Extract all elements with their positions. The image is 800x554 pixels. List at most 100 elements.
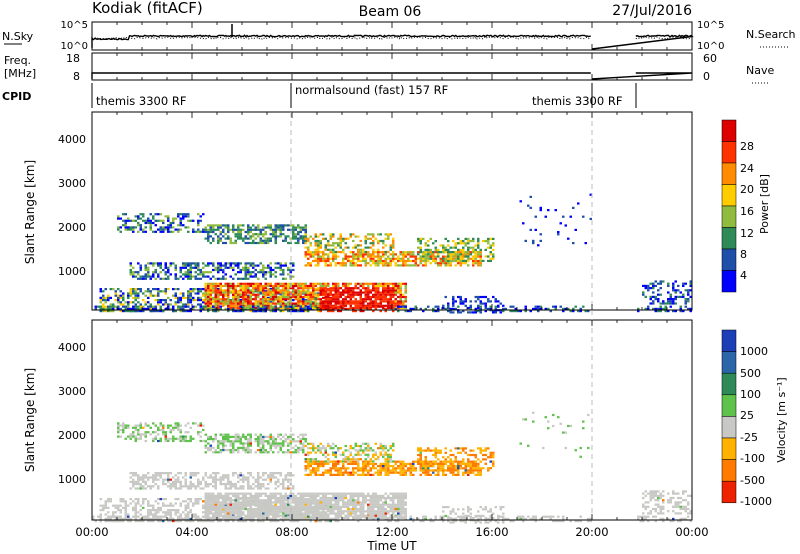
velocity-cell xyxy=(242,485,245,488)
power-cell xyxy=(202,230,205,233)
velocity-cell xyxy=(272,504,275,507)
power-cell xyxy=(167,219,170,222)
velocity-cell xyxy=(287,510,290,513)
power-cell xyxy=(382,291,385,294)
velocity-cell xyxy=(324,520,327,523)
power-cell xyxy=(374,291,377,294)
velocity-cell xyxy=(362,499,365,502)
power-cell xyxy=(359,289,362,292)
velocity-cell xyxy=(249,510,252,513)
power-cell xyxy=(467,253,470,256)
power-cell xyxy=(232,287,235,290)
power-cell xyxy=(264,307,267,310)
power-cell xyxy=(207,287,210,290)
power-cell xyxy=(489,300,492,303)
power-cell xyxy=(169,262,172,265)
power-cell xyxy=(402,300,405,303)
power-cell xyxy=(392,302,395,305)
power-cell xyxy=(142,292,145,295)
power-cell xyxy=(299,230,302,234)
velocity-cell xyxy=(339,492,342,495)
power-cell xyxy=(359,255,362,258)
velocity-cell xyxy=(167,511,170,514)
power-cell xyxy=(159,299,162,302)
power-cell xyxy=(459,302,462,305)
power-cell xyxy=(407,257,410,260)
power-cell xyxy=(202,301,205,304)
power-cell xyxy=(474,253,477,256)
power-cell xyxy=(292,264,295,267)
power-cell xyxy=(307,307,310,310)
power-cell xyxy=(479,311,482,314)
velocity-cell xyxy=(162,504,165,507)
power-cell xyxy=(387,306,390,310)
power-cell xyxy=(467,237,470,240)
power-cell xyxy=(287,268,290,272)
power-cell xyxy=(164,266,167,269)
velocity-cell xyxy=(382,510,385,513)
power-cell xyxy=(164,271,167,274)
velocity-cell xyxy=(287,485,290,488)
velocity-cell xyxy=(304,508,307,511)
velocity-cell xyxy=(102,506,105,509)
velocity-cell xyxy=(209,520,212,523)
velocity-cell xyxy=(269,476,272,479)
power-cell xyxy=(232,295,235,299)
power-cell xyxy=(192,219,195,222)
velocity-cell xyxy=(337,512,340,515)
velocity-cell xyxy=(394,494,397,497)
velocity-cell xyxy=(189,474,192,477)
power-cell xyxy=(177,230,180,233)
power-cell xyxy=(637,310,640,313)
power-cell xyxy=(387,291,390,294)
power-cell xyxy=(409,259,412,263)
power-cell xyxy=(227,287,230,290)
power-cell xyxy=(432,253,435,256)
power-cell xyxy=(182,296,185,299)
power-cell xyxy=(524,307,527,310)
velocity-cell xyxy=(192,513,195,516)
power-cell xyxy=(137,221,140,225)
power-cell xyxy=(359,310,362,313)
power-cell xyxy=(197,219,200,222)
power-cell xyxy=(652,284,655,287)
velocity-cell xyxy=(252,508,255,511)
power-cell xyxy=(342,284,345,288)
power-cell xyxy=(182,224,185,227)
power-cell xyxy=(509,305,512,308)
power-cell xyxy=(392,237,395,240)
power-cell xyxy=(562,215,565,218)
velocity-cell xyxy=(244,497,247,500)
velocity-cell xyxy=(167,476,170,479)
velocity-cell xyxy=(264,516,267,519)
velocity-cell xyxy=(312,510,315,513)
power-cell xyxy=(462,242,465,245)
power-cell xyxy=(129,290,132,293)
power-cell xyxy=(372,305,375,308)
power-cell xyxy=(164,226,167,229)
power-cell xyxy=(297,300,300,303)
power-cell xyxy=(412,307,415,310)
velocity-cell xyxy=(257,480,260,483)
velocity-cell xyxy=(204,501,207,504)
velocity-cell xyxy=(312,512,315,515)
power-cell xyxy=(442,262,445,265)
velocity-cell xyxy=(237,516,240,519)
velocity-cell xyxy=(259,494,262,497)
power-cell xyxy=(324,248,327,251)
power-cell xyxy=(424,242,427,245)
power-cell xyxy=(179,219,182,222)
power-cell xyxy=(672,287,675,290)
velocity-cell xyxy=(269,480,272,483)
power-cell xyxy=(304,235,307,238)
power-cell xyxy=(272,235,275,238)
power-cell xyxy=(442,304,445,307)
velocity-cell xyxy=(257,483,260,486)
power-cell xyxy=(214,304,217,307)
power-cell xyxy=(282,291,285,294)
velocity-cell xyxy=(342,497,345,500)
power-cell xyxy=(302,299,305,302)
power-cell xyxy=(434,251,437,254)
power-cell xyxy=(204,291,207,294)
power-cell xyxy=(482,295,485,299)
